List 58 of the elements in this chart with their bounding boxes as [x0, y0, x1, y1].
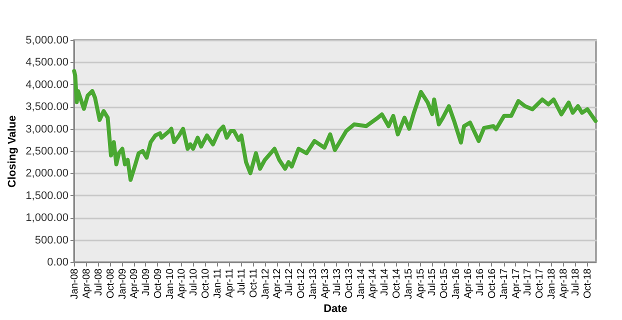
x-tick-label: Jan-14 [356, 268, 367, 300]
y-tick-label: 4,000.00 [26, 78, 68, 91]
x-tick-label: Jan-18 [546, 268, 558, 300]
y-tick-label: 3,000.00 [26, 123, 68, 136]
x-tick-label: Oct-17 [534, 268, 546, 299]
x-tick-label: Oct-11 [248, 268, 260, 298]
x-tick-label: Apr-11 [224, 268, 236, 298]
x-tick-label: Jan-11 [212, 268, 224, 298]
y-tick-label: 5,000.00 [26, 34, 68, 46]
x-tick-label: Oct-18 [582, 268, 594, 299]
x-tick-label: Oct-08 [105, 268, 116, 299]
x-tick-label: Jul-15 [427, 268, 438, 296]
x-tick-label: Oct-12 [296, 268, 308, 299]
x-tick-label: Oct-09 [152, 268, 164, 299]
x-tick-label: Jan-17 [499, 268, 510, 300]
x-tick-label: Oct-16 [486, 268, 498, 299]
x-tick-label: Jul-10 [188, 268, 200, 296]
x-tick-label: Jan-16 [451, 268, 462, 300]
y-tick-label: 1,500.00 [26, 190, 68, 202]
x-tick-label: Jul-13 [332, 268, 343, 296]
x-tick-label: Jul-08 [93, 268, 104, 296]
x-tick-label: Jul-14 [379, 268, 390, 296]
x-tick-label: Jan-08 [70, 268, 80, 300]
x-tick-label: Jul-17 [522, 268, 534, 296]
x-tick-label: Apr-08 [81, 268, 92, 299]
x-tick-label: Oct-10 [200, 268, 212, 299]
y-axis-title: Closing Value [6, 115, 19, 188]
y-tick-label: 4,500.00 [26, 56, 68, 69]
x-tick-label: Oct-15 [439, 268, 450, 299]
x-tick-label: Jan-13 [308, 268, 320, 300]
y-tick-label: 2,500.00 [26, 146, 68, 158]
x-tick-label: Apr-09 [129, 268, 140, 299]
x-tick-label: Jan-12 [260, 268, 272, 300]
x-tick-label: Jul-11 [236, 268, 248, 295]
y-tick-label: 500.00 [34, 234, 68, 246]
x-tick-label: Apr-15 [415, 268, 426, 299]
x-tick-label: Jul-12 [284, 268, 296, 296]
x-tick-label: Apr-13 [320, 268, 331, 299]
x-tick-label: Jul-16 [474, 268, 486, 296]
x-tick-label: Apr-14 [368, 268, 379, 299]
x-tick-label: Jan-15 [404, 268, 415, 300]
y-tick-label: 0.00 [47, 256, 68, 268]
x-tick-label: Jan-10 [164, 268, 176, 300]
y-tick-label: 3,500.00 [26, 101, 68, 114]
x-tick-label: Apr-18 [558, 268, 570, 299]
x-tick-label: Apr-17 [510, 268, 522, 299]
x-tick-label: Jul-18 [570, 268, 582, 296]
x-tick-label: Apr-12 [272, 268, 284, 299]
y-tick-label: 2,000.00 [26, 168, 68, 180]
x-tick-label: Oct-13 [344, 268, 355, 299]
x-tick-label: Jan-09 [117, 268, 128, 300]
x-tick-label: Apr-16 [463, 268, 474, 299]
x-tick-label: Apr-10 [176, 268, 188, 299]
x-axis-title: Date [324, 303, 348, 316]
x-tick-label: Oct-14 [392, 268, 403, 299]
y-tick-label: 1,000.00 [26, 212, 68, 224]
line-series [72, 69, 598, 182]
x-tick-label: Jul-09 [140, 268, 152, 296]
